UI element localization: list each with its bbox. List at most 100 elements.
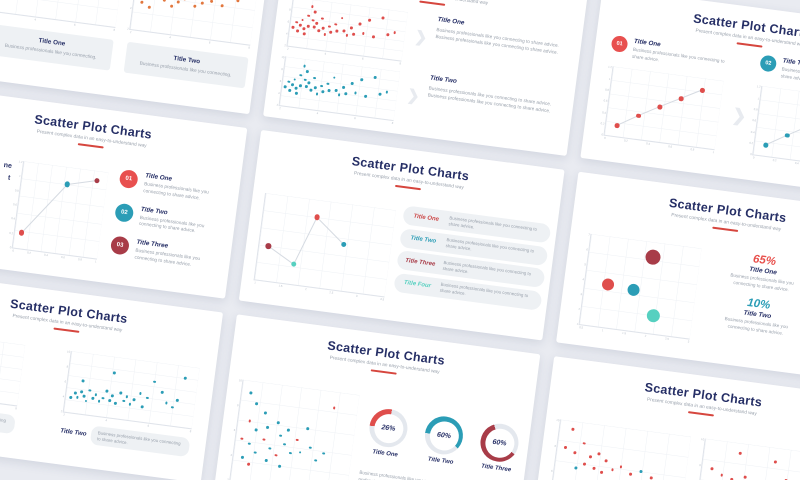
scatter-dot [299, 84, 303, 88]
donut-title: Title One [372, 448, 399, 459]
trend-line [255, 193, 396, 296]
scatter-dot [360, 78, 364, 82]
donut-percentage: 60% [436, 431, 452, 440]
trend-line [605, 67, 724, 150]
scatter-dot [140, 405, 145, 409]
scatter-dot [363, 95, 367, 99]
title-underline [712, 226, 739, 233]
chevron-right-icon: ❯ [405, 86, 421, 106]
scatter-dot [290, 261, 297, 268]
scatter-dot [175, 399, 179, 403]
scatter-dot [105, 389, 109, 393]
scatter-dot [302, 27, 306, 31]
scatter-dot [183, 376, 187, 380]
scatter-dot [588, 455, 593, 459]
scatter-dot [320, 84, 324, 88]
scatter-dot [329, 31, 333, 35]
item-body: Title Three Business professionals like … [134, 239, 225, 273]
scatter-dot [563, 445, 567, 449]
scatter-dot [265, 242, 272, 250]
scatter-dot [340, 241, 347, 248]
scatter-dot [312, 25, 316, 29]
row-title: Title Four [403, 279, 432, 290]
scatter-dot [288, 451, 293, 455]
scatter-dot [316, 29, 320, 33]
scatter-dot [200, 1, 204, 6]
donut-chart: 60% [478, 421, 521, 465]
slide-preview-donut-charts[interactable]: Scatter Plot Charts Present complex data… [214, 314, 541, 480]
scatter-dot [720, 473, 724, 477]
scatter-dot [358, 22, 362, 26]
scatter-dot [73, 391, 77, 395]
slide-preview-chevron-list[interactable]: Scatter Plot Charts Present complex data… [263, 0, 589, 157]
block-body: Title One Business professionals like yo… [632, 38, 736, 73]
scatter-dot [306, 427, 310, 431]
scatter-dot [182, 0, 186, 1]
chevron-right-icon: ❯ [413, 28, 429, 47]
scatter-dot [321, 90, 325, 94]
scatter-dot [94, 393, 98, 397]
scatter-dot [220, 4, 225, 8]
slide-preview-dual-scatter[interactable]: Scatter Plot Charts Present complex data… [531, 356, 800, 480]
donut-block: 60% Title Three [473, 421, 525, 474]
scatter-dot [307, 24, 311, 28]
scatter-dot [334, 88, 338, 92]
donut-row: 26% Title One 60% Title Two 60% Title Th… [362, 406, 525, 474]
trend-line [753, 86, 800, 169]
scatter-dot [169, 4, 173, 8]
scatter-dot [241, 455, 245, 459]
stat-block: 10% Title Two Business professionals lik… [709, 293, 800, 340]
scatter-dot [75, 395, 79, 399]
row-title: Title Two [410, 235, 437, 245]
caption-box: Title Two Business professionals like yo… [123, 41, 249, 89]
title-underline [370, 369, 397, 375]
slide-preview-numbered-charts[interactable]: Scatter Plot Charts Present complex data… [580, 0, 800, 198]
scatter-dot [264, 458, 268, 462]
scatter-dot [378, 92, 382, 97]
scatter-dot [268, 446, 272, 450]
scatter-dot [323, 33, 327, 37]
scatter-dot [291, 83, 295, 87]
scatter-dot [600, 471, 604, 475]
scatter-dot [373, 76, 377, 80]
scatter-dot [310, 4, 314, 8]
scatter-dot [657, 104, 663, 110]
scatter-dot [385, 33, 390, 37]
scatter-dot [164, 401, 168, 405]
scatter-dot [294, 20, 298, 24]
scatter-dot [282, 442, 287, 446]
scatter-dot [255, 402, 259, 406]
scatter-dot [353, 91, 357, 95]
scatter-dot [320, 17, 324, 21]
scatter-line-plot: 0 0.2 0.4 0.6 0.8 1 1.2 1 0.8 0.6 0.4 0.2 0 [9, 160, 109, 264]
scatter-dot [274, 453, 278, 457]
scatter-dot [279, 434, 283, 438]
fragment-line: t [7, 174, 11, 182]
scatter-dot [649, 476, 653, 480]
slide-preview-captioned-charts[interactable]: Scatter Plot Charts Present complex data… [0, 0, 272, 115]
slide-preview-percentage-stats[interactable]: Scatter Plot Charts Present complex data… [556, 171, 800, 383]
scatter-dot [592, 467, 596, 471]
slide-preview-pill-captions[interactable]: Scatter Plot Charts Present complex data… [0, 272, 224, 480]
scatter-dot [313, 10, 317, 14]
scatter-dot [628, 472, 632, 476]
scatter-dot [254, 428, 258, 432]
scatter-dot [153, 380, 157, 384]
scatter-dot [307, 14, 311, 18]
scatter-dot [326, 82, 330, 86]
numbered-list: 01 Title One Business professionals like… [108, 168, 234, 284]
slide-preview-pill-rows[interactable]: Scatter Plot Charts Present complex data… [238, 129, 565, 341]
numbered-block: 01 Title One Business professionals like… [599, 35, 736, 155]
row-title: Title One [413, 213, 440, 223]
scatter-dot [247, 462, 251, 466]
slide-preview-numbered-list[interactable]: Scatter Plot Charts Present complex data… [0, 88, 248, 299]
list-item: 02 Title Two Business professionals like… [114, 202, 230, 239]
